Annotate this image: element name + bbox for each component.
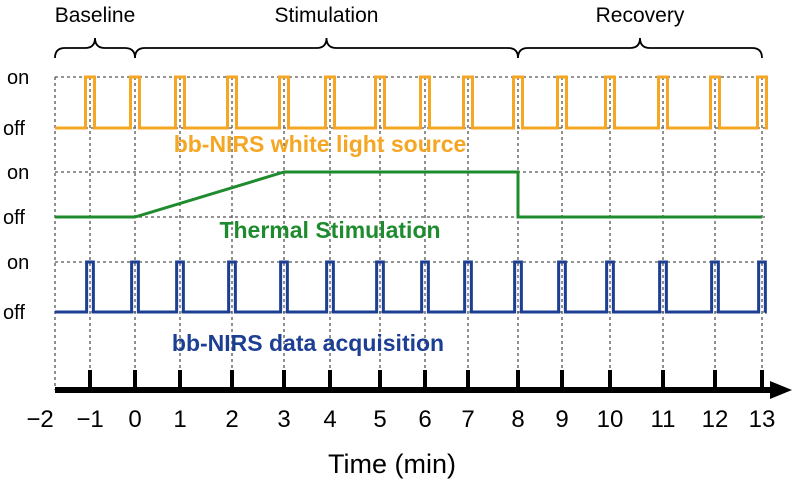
phase-brace bbox=[517, 37, 763, 59]
x-tick-label: −2 bbox=[26, 406, 53, 433]
x-tick-label: 9 bbox=[555, 406, 568, 433]
series-labels: bb-NIRS white light source Thermal Stimul… bbox=[172, 131, 466, 356]
x-tick-label: 1 bbox=[173, 406, 186, 433]
signal-trace bbox=[55, 260, 767, 314]
state-label-off: off bbox=[3, 118, 25, 140]
x-axis-title: Time (min) bbox=[328, 449, 456, 479]
phase-label: Baseline bbox=[55, 4, 136, 27]
x-tick-label: 0 bbox=[128, 406, 141, 433]
state-labels: on off on off on off bbox=[3, 67, 29, 324]
phase-brace bbox=[134, 37, 519, 59]
state-label-on: on bbox=[7, 67, 29, 89]
phase-label: Stimulation bbox=[275, 4, 379, 27]
series-label: bb-NIRS white light source bbox=[174, 131, 467, 157]
x-tick-label: 2 bbox=[225, 406, 238, 433]
x-tick-label: −1 bbox=[76, 406, 103, 433]
x-tick-label: 6 bbox=[418, 406, 431, 433]
phase-labels: Baseline Stimulation Recovery bbox=[55, 4, 685, 27]
signal-trace bbox=[55, 170, 762, 219]
x-tick-label: 5 bbox=[373, 406, 386, 433]
phase-label: Recovery bbox=[596, 4, 685, 27]
state-label-off: off bbox=[3, 207, 25, 229]
series-label: Thermal Stimulation bbox=[219, 217, 440, 243]
x-tick-label: 10 bbox=[597, 406, 624, 433]
series-label: bb-NIRS data acquisition bbox=[172, 330, 444, 356]
state-label-on: on bbox=[7, 252, 29, 274]
time-axis: −2 −1 0 1 2 3 4 5 6 7 8 9 10 11 12 13 bbox=[26, 370, 792, 433]
x-tick-label: 12 bbox=[702, 406, 729, 433]
x-axis-arrowhead bbox=[770, 381, 792, 399]
signal-traces bbox=[55, 75, 768, 314]
x-tick-label: 4 bbox=[323, 406, 336, 433]
x-tick-label: 3 bbox=[277, 406, 290, 433]
x-tick-label: 8 bbox=[511, 406, 524, 433]
phase-brace bbox=[54, 37, 136, 59]
state-label-on: on bbox=[7, 162, 29, 184]
x-tick-label: 11 bbox=[651, 406, 676, 433]
phase-braces bbox=[54, 37, 763, 59]
x-tick-label: 13 bbox=[749, 406, 776, 433]
state-label-off: off bbox=[3, 302, 25, 324]
signal-trace bbox=[55, 75, 768, 130]
x-tick-label: 7 bbox=[461, 406, 474, 433]
